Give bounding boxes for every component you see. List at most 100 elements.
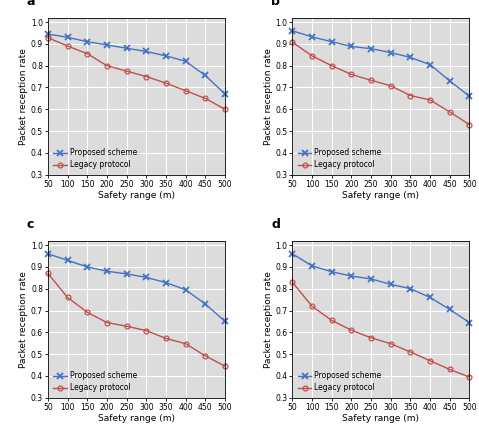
Text: b: b bbox=[271, 0, 280, 8]
Proposed scheme bbox=[45, 31, 51, 37]
Proposed scheme bbox=[408, 55, 413, 60]
Y-axis label: Packet reception rate: Packet reception rate bbox=[263, 48, 273, 145]
Line: Proposed scheme: Proposed scheme bbox=[45, 251, 228, 324]
X-axis label: Safety range (m): Safety range (m) bbox=[98, 415, 175, 423]
X-axis label: Safety range (m): Safety range (m) bbox=[342, 415, 420, 423]
Proposed scheme bbox=[349, 44, 354, 49]
Legacy protocol bbox=[447, 367, 453, 372]
Text: a: a bbox=[27, 0, 35, 8]
Legacy protocol bbox=[427, 97, 433, 103]
Proposed scheme bbox=[408, 286, 413, 291]
Legacy protocol bbox=[388, 83, 394, 88]
Proposed scheme bbox=[183, 59, 189, 64]
Proposed scheme bbox=[163, 53, 169, 58]
Proposed scheme bbox=[203, 73, 208, 78]
Proposed scheme bbox=[222, 319, 228, 324]
Proposed scheme bbox=[104, 42, 110, 48]
Text: d: d bbox=[271, 218, 280, 231]
Legacy protocol bbox=[222, 107, 228, 112]
Proposed scheme bbox=[447, 78, 453, 84]
Legacy protocol bbox=[309, 53, 315, 58]
Line: Proposed scheme: Proposed scheme bbox=[289, 28, 473, 99]
Proposed scheme bbox=[289, 251, 295, 256]
Legacy protocol bbox=[289, 279, 295, 285]
X-axis label: Safety range (m): Safety range (m) bbox=[342, 191, 420, 200]
Proposed scheme bbox=[104, 269, 110, 274]
Legacy protocol bbox=[65, 43, 70, 49]
Y-axis label: Packet reception rate: Packet reception rate bbox=[263, 271, 273, 368]
Proposed scheme bbox=[329, 39, 334, 44]
Line: Legacy protocol: Legacy protocol bbox=[46, 35, 228, 112]
Legacy protocol bbox=[183, 341, 189, 347]
Legend: Proposed scheme, Legacy protocol: Proposed scheme, Legacy protocol bbox=[296, 370, 383, 394]
Proposed scheme bbox=[84, 39, 90, 44]
Legacy protocol bbox=[329, 318, 334, 323]
Line: Legacy protocol: Legacy protocol bbox=[290, 280, 472, 380]
Line: Legacy protocol: Legacy protocol bbox=[46, 271, 228, 369]
Legacy protocol bbox=[143, 328, 149, 333]
Proposed scheme bbox=[447, 307, 453, 312]
Legacy protocol bbox=[368, 78, 374, 83]
Legacy protocol bbox=[427, 358, 433, 363]
Legacy protocol bbox=[408, 349, 413, 354]
Proposed scheme bbox=[163, 280, 169, 285]
Proposed scheme bbox=[467, 320, 472, 325]
Proposed scheme bbox=[183, 287, 189, 293]
Proposed scheme bbox=[65, 34, 70, 40]
Proposed scheme bbox=[143, 49, 149, 54]
X-axis label: Safety range (m): Safety range (m) bbox=[98, 191, 175, 200]
Legacy protocol bbox=[124, 324, 129, 329]
Legacy protocol bbox=[84, 310, 90, 315]
Proposed scheme bbox=[124, 271, 129, 277]
Legacy protocol bbox=[163, 336, 169, 341]
Legacy protocol bbox=[163, 80, 169, 86]
Legend: Proposed scheme, Legacy protocol: Proposed scheme, Legacy protocol bbox=[296, 147, 383, 171]
Proposed scheme bbox=[143, 275, 149, 280]
Legend: Proposed scheme, Legacy protocol: Proposed scheme, Legacy protocol bbox=[52, 370, 139, 394]
Legacy protocol bbox=[368, 335, 374, 340]
Legacy protocol bbox=[84, 51, 90, 56]
Proposed scheme bbox=[203, 301, 208, 307]
Line: Proposed scheme: Proposed scheme bbox=[45, 31, 228, 97]
Legacy protocol bbox=[329, 63, 334, 69]
Legacy protocol bbox=[467, 122, 472, 127]
Proposed scheme bbox=[289, 28, 295, 34]
Legacy protocol bbox=[203, 96, 208, 101]
Legacy protocol bbox=[447, 109, 453, 114]
Legacy protocol bbox=[467, 374, 472, 380]
Legacy protocol bbox=[65, 295, 70, 300]
Legacy protocol bbox=[289, 39, 295, 45]
Proposed scheme bbox=[368, 276, 374, 282]
Proposed scheme bbox=[388, 50, 394, 55]
Proposed scheme bbox=[124, 46, 129, 51]
Legacy protocol bbox=[222, 363, 228, 369]
Legacy protocol bbox=[45, 271, 51, 276]
Proposed scheme bbox=[368, 46, 374, 51]
Proposed scheme bbox=[427, 295, 433, 300]
Proposed scheme bbox=[388, 282, 394, 287]
Legacy protocol bbox=[104, 320, 110, 325]
Proposed scheme bbox=[349, 274, 354, 279]
Proposed scheme bbox=[45, 251, 51, 256]
Proposed scheme bbox=[427, 62, 433, 67]
Legacy protocol bbox=[124, 69, 129, 74]
Proposed scheme bbox=[309, 263, 315, 268]
Legacy protocol bbox=[143, 74, 149, 79]
Legacy protocol bbox=[45, 35, 51, 40]
Y-axis label: Packet reception rate: Packet reception rate bbox=[19, 48, 28, 145]
Line: Proposed scheme: Proposed scheme bbox=[289, 251, 473, 326]
Y-axis label: Packet reception rate: Packet reception rate bbox=[19, 271, 28, 368]
Proposed scheme bbox=[84, 264, 90, 270]
Legend: Proposed scheme, Legacy protocol: Proposed scheme, Legacy protocol bbox=[52, 147, 139, 171]
Legacy protocol bbox=[349, 72, 354, 77]
Proposed scheme bbox=[222, 91, 228, 97]
Line: Legacy protocol: Legacy protocol bbox=[290, 40, 472, 127]
Proposed scheme bbox=[309, 34, 315, 39]
Legacy protocol bbox=[183, 88, 189, 93]
Legacy protocol bbox=[203, 353, 208, 358]
Proposed scheme bbox=[65, 258, 70, 263]
Legacy protocol bbox=[349, 328, 354, 333]
Proposed scheme bbox=[467, 94, 472, 99]
Legacy protocol bbox=[104, 63, 110, 69]
Legacy protocol bbox=[388, 341, 394, 347]
